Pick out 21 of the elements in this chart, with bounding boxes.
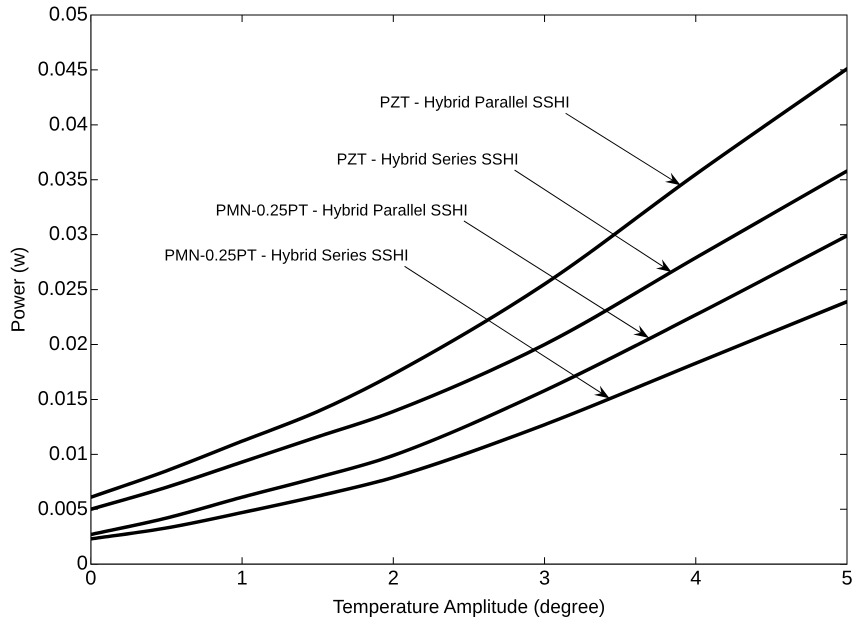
y-tick-label: 0.005: [38, 498, 88, 520]
y-tick-label: 0.045: [38, 58, 88, 80]
annotation: PZT - Hybrid Parallel SSHI: [380, 94, 570, 112]
y-tick-label: 0.025: [38, 278, 88, 300]
annotation: PMN-0.25PT - Hybrid Parallel SSHI: [216, 202, 468, 220]
y-tick-label: 0.02: [48, 333, 88, 356]
annotation: PZT - Hybrid Series SSHI: [336, 151, 519, 168]
y-axis-title: Power (w): [8, 246, 30, 332]
x-tick-label: 5: [841, 568, 853, 590]
y-tick-label: 0.015: [38, 388, 88, 410]
x-tick-label: 3: [538, 568, 550, 590]
y-tick-label: 0.03: [48, 223, 88, 246]
y-tick-label: 0.04: [48, 113, 88, 136]
x-tick-label: 2: [388, 568, 399, 590]
y-tick-label: 0.035: [38, 168, 88, 190]
y-tick-label: 0.01: [48, 442, 88, 465]
y-tick-label: 0.05: [48, 4, 88, 26]
x-tick-label: 1: [236, 568, 248, 590]
annotation: PMN-0.25PT - Hybrid Series SSHI: [164, 248, 409, 265]
x-axis-title: Temperature Amplitude (degree): [332, 596, 606, 618]
x-tick-label: 4: [690, 568, 702, 590]
